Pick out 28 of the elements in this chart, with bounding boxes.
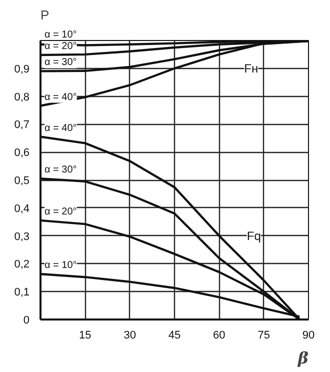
y-tick-label: 0: [23, 314, 30, 326]
x-tick-label: 60: [213, 330, 226, 342]
y-tick-label: 0,9: [14, 63, 30, 76]
y-axis-title: P: [40, 8, 50, 22]
series-label: α = 40°: [44, 122, 77, 134]
y-tick-label: 0,1: [14, 286, 30, 299]
y-tick-label: 0,5: [14, 175, 30, 187]
series-label: α = 20°: [44, 41, 77, 52]
series-label: α = 30°: [44, 57, 77, 68]
annotation: Fн: [244, 61, 258, 76]
series-label: α = 30°: [44, 164, 77, 176]
annotation: Fq: [246, 228, 261, 243]
x-axis-title: β: [296, 348, 309, 368]
x-tick-label: 90: [302, 330, 315, 342]
x-tick-label: 75: [258, 330, 270, 342]
y-tick-label: 0,7: [14, 119, 30, 132]
y-tick-label: 0,6: [14, 147, 30, 160]
series-label: α = 20°: [44, 206, 77, 218]
series-label: α = 10°: [44, 30, 77, 40]
y-tick-label: 0,2: [14, 258, 30, 271]
series-label: α = 10°: [44, 260, 77, 272]
x-tick-label: 45: [168, 330, 181, 342]
series-label: α = 40°: [44, 92, 77, 103]
x-tick-label: 15: [79, 330, 92, 342]
x-tick-label: 30: [124, 330, 136, 342]
y-tick-label: 0,4: [14, 202, 30, 215]
y-tick-label: 0,8: [14, 91, 30, 104]
y-tick-label: 0,3: [14, 230, 30, 243]
